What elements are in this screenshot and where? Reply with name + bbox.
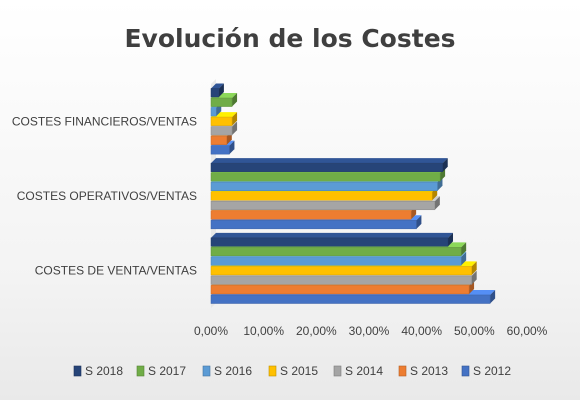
legend-label: S 2018 — [85, 364, 123, 378]
bar — [210, 83, 224, 98]
legend-item: S 2015 — [268, 364, 318, 378]
plot-area — [210, 79, 496, 308]
legend-item: S 2017 — [136, 364, 186, 378]
legend-item: S 2014 — [333, 364, 383, 378]
legend-swatch — [202, 365, 211, 377]
x-tick-label: 60,00% — [507, 324, 548, 338]
legend-label: S 2014 — [345, 364, 383, 378]
legend-item: S 2013 — [398, 364, 448, 378]
legend-item: S 2012 — [461, 364, 511, 378]
x-tick-label: 10,00% — [243, 324, 284, 338]
legend-label: S 2012 — [473, 364, 511, 378]
x-tick-label: 20,00% — [296, 324, 337, 338]
x-tick-label: 40,00% — [401, 324, 442, 338]
x-tick-label: 50,00% — [454, 324, 495, 338]
legend-label: S 2017 — [148, 364, 186, 378]
bar — [210, 158, 448, 172]
legend-swatch — [333, 365, 342, 377]
legend-item: S 2016 — [202, 364, 252, 378]
category-label: COSTES FINANCIEROS/VENTAS — [12, 114, 197, 128]
legend-label: S 2015 — [280, 364, 318, 378]
legend-swatch — [398, 365, 407, 377]
category-label: COSTES DE VENTA/VENTAS — [35, 264, 197, 278]
category-axis: COSTES DE VENTA/VENTAS COSTES OPERATIVOS/… — [12, 114, 197, 277]
legend: S 2018 S 2017 S 2016 S 2015 S 2014 S 2013 S 20… — [73, 364, 511, 378]
x-tick-label: 30,00% — [349, 324, 390, 338]
legend-swatch — [461, 365, 470, 377]
legend-swatch — [73, 365, 82, 377]
legend-label: S 2016 — [214, 364, 252, 378]
legend-item: S 2018 — [73, 364, 123, 378]
legend-swatch — [136, 365, 145, 377]
legend-swatch — [268, 365, 277, 377]
category-label: COSTES OPERATIVOS/VENTAS — [17, 189, 197, 203]
bar — [210, 232, 453, 247]
legend-label: S 2013 — [410, 364, 448, 378]
chart-title: Evolución de los Costes — [124, 24, 455, 53]
value-axis: 0,00% 10,00% 20,00% 30,00% 40,00% 50,00% 60,00… — [194, 324, 548, 338]
x-tick-label: 0,00% — [194, 324, 228, 338]
